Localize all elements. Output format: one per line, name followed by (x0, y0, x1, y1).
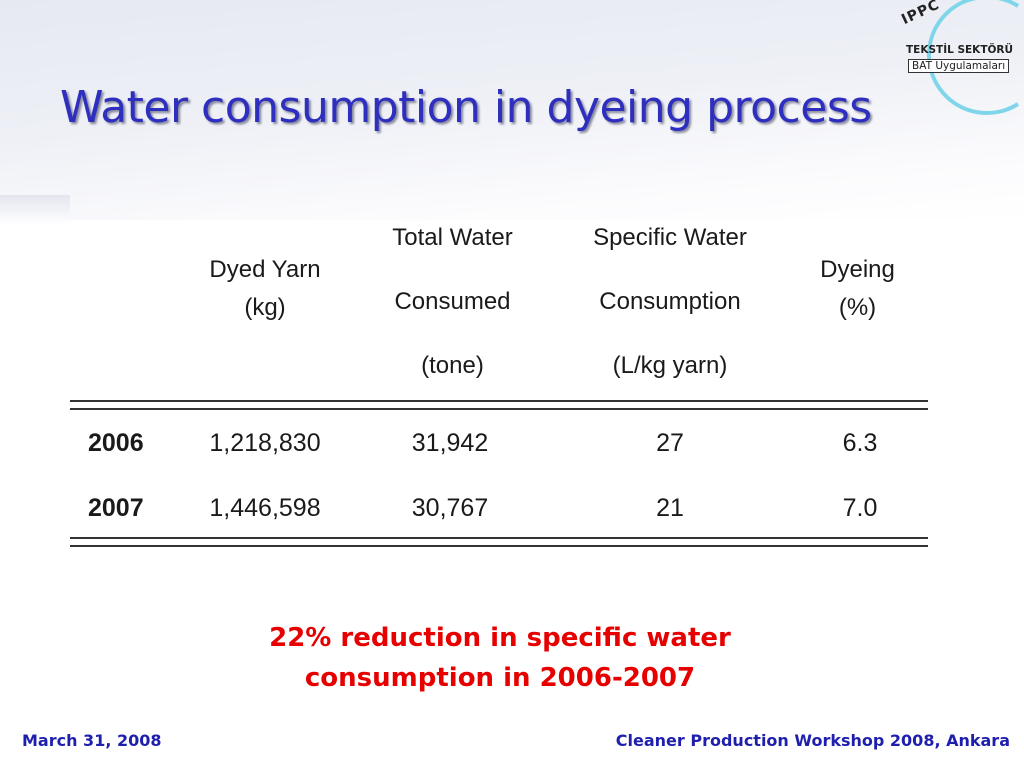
row-2007-yarn: 1,446,598 (209, 494, 321, 522)
header-background (0, 0, 1024, 220)
header-total-water: Total Water Consumed (tone) (360, 223, 545, 381)
row-2006-yarn: 1,218,830 (209, 429, 321, 457)
row-2007-specific: 21 (656, 494, 684, 522)
ippc-logo: IPPC TEKSTİL SEKTÖRÜ BAT Uygulamaları (899, 0, 1024, 130)
header-specific-water-line1: Specific Water (593, 224, 747, 251)
header-total-water-line2: Consumed (394, 288, 511, 315)
footer-date: March 31, 2008 (22, 731, 162, 750)
header-dyeing-line1: Dyeing (820, 256, 895, 283)
table-top-rule-2 (70, 408, 928, 410)
header-dyed-yarn-line2: (kg) (244, 294, 286, 321)
row-2006-dyeing: 6.3 (842, 429, 878, 457)
reduction-note-line2: consumption in 2006-2007 (304, 663, 696, 693)
row-2006-water: 31,942 (411, 429, 489, 457)
logo-ring-icon (926, 0, 1020, 115)
logo-sector-text: TEKSTİL SEKTÖRÜ (906, 44, 1014, 56)
header-dyed-yarn: Dyed Yarn (kg) (170, 255, 360, 323)
header-dyed-yarn-line1: Dyed Yarn (209, 256, 321, 283)
header-specific-water-line3: (L/kg yarn) (612, 352, 728, 379)
row-2006-year: 2006 (88, 429, 144, 457)
table-bottom-rule (70, 537, 928, 539)
table-bottom-rule-2 (70, 545, 928, 547)
footer-event: Cleaner Production Workshop 2008, Ankara (615, 731, 1010, 750)
header-specific-water-line2: Consumption (599, 288, 741, 315)
header-specific-water: Specific Water Consumption (L/kg yarn) (550, 223, 790, 381)
row-2007-water: 30,767 (411, 494, 489, 522)
header-dyeing-line2: (%) (838, 294, 877, 321)
slide-title: Water consumption in dyeing process (60, 82, 872, 133)
reduction-note: 22% reduction in specific water consumpt… (200, 618, 800, 698)
water-consumption-table: Dyed Yarn (kg) Total Water Consumed (ton… (70, 215, 928, 555)
header-dyeing: Dyeing (%) (790, 255, 925, 323)
header-total-water-line1: Total Water (392, 224, 513, 251)
logo-bat-text: BAT Uygulamaları (908, 59, 1010, 73)
header-background-fold (0, 195, 70, 225)
reduction-note-line1: 22% reduction in specific water (269, 623, 731, 653)
row-2007-dyeing: 7.0 (842, 494, 878, 522)
row-2007-year: 2007 (88, 494, 144, 522)
row-2006-specific: 27 (656, 429, 684, 457)
header-total-water-line3: (tone) (421, 352, 484, 379)
table-top-rule (70, 400, 928, 402)
